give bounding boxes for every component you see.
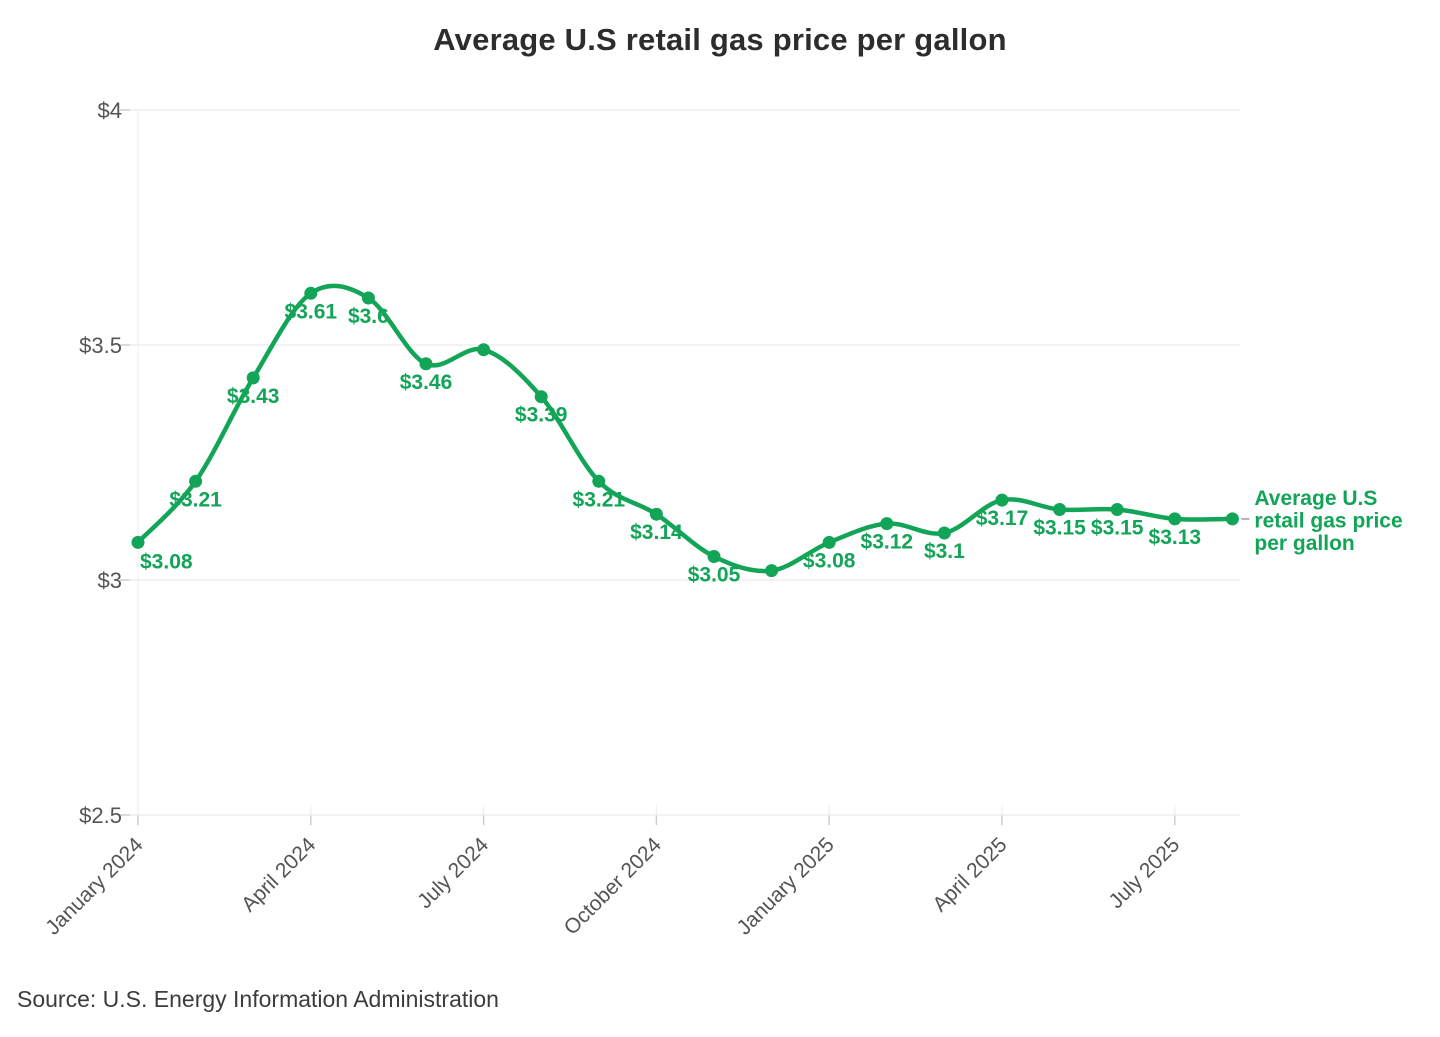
- data-point-label: $3.21: [573, 488, 626, 511]
- data-point: [189, 474, 203, 488]
- data-point: [1168, 512, 1182, 526]
- y-axis-label: $3.5: [79, 333, 122, 358]
- data-line: [135, 283, 1235, 574]
- data-point: [246, 371, 260, 385]
- data-point-label: $3.6: [348, 305, 389, 328]
- source-note: Source: U.S. Energy Information Administ…: [17, 986, 499, 1012]
- x-axis-label: January 2024: [41, 833, 147, 939]
- y-axis-label: $3: [98, 568, 122, 593]
- data-point: [649, 507, 663, 521]
- series-label: Average U.S: [1254, 487, 1377, 510]
- data-point: [707, 550, 721, 563]
- y-axis-label: $4: [98, 98, 122, 123]
- data-point: [765, 564, 779, 578]
- data-point: [361, 291, 375, 305]
- data-point: [477, 343, 491, 357]
- data-point-label: $3.61: [285, 300, 338, 323]
- x-axis-label: July 2024: [413, 833, 493, 913]
- chart-title: Average U.S retail gas price per gallon: [433, 22, 1007, 57]
- data-point-label: $3.08: [140, 550, 193, 573]
- data-point: [1110, 503, 1124, 516]
- data-point-label: $3.15: [1033, 517, 1086, 540]
- data-point: [592, 474, 606, 488]
- data-point-label: $3.17: [976, 507, 1029, 530]
- data-point: [304, 286, 318, 300]
- data-point-label: $3.39: [515, 404, 568, 427]
- series-label: retail gas price: [1254, 509, 1402, 532]
- x-axis-label: July 2025: [1104, 833, 1184, 913]
- data-point-label: $3.13: [1149, 526, 1202, 549]
- data-point-label: $3.21: [169, 488, 222, 511]
- data-point-label: $3.43: [227, 385, 280, 408]
- data-point: [131, 535, 145, 549]
- data-point: [937, 526, 951, 540]
- data-point-label: $3.08: [803, 549, 856, 572]
- data-point-label: $3.1: [924, 540, 965, 563]
- data-point-label: $3.12: [861, 531, 914, 554]
- data-point: [534, 390, 548, 404]
- data-point: [880, 517, 894, 531]
- x-axis-label: January 2025: [732, 833, 838, 939]
- x-axis-label: April 2025: [928, 833, 1011, 916]
- data-point-label: $3.46: [400, 371, 453, 394]
- data-point: [822, 535, 836, 549]
- series-label: per gallon: [1254, 532, 1354, 555]
- data-point-label: $3.05: [688, 564, 741, 587]
- data-point: [995, 493, 1009, 507]
- data-point: [1225, 512, 1239, 526]
- data-point-label: $3.14: [630, 521, 683, 544]
- x-axis-label: October 2024: [560, 833, 666, 939]
- y-axis-label: $2.5: [79, 803, 122, 828]
- data-point-label: $3.15: [1091, 517, 1144, 540]
- data-point: [1053, 503, 1067, 516]
- x-axis-label: April 2024: [237, 833, 320, 916]
- data-point: [419, 357, 433, 371]
